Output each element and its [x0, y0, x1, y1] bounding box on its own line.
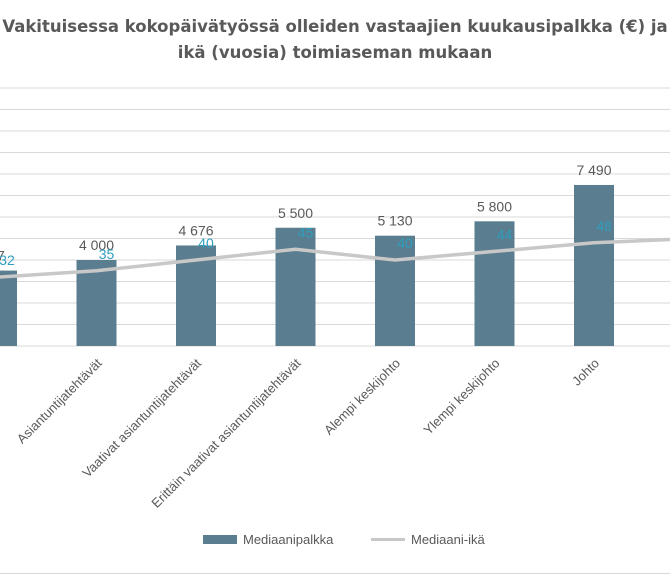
bar-value-label: 7 490 — [576, 162, 611, 178]
bar — [474, 221, 515, 346]
bar-value-label: 5 800 — [477, 198, 512, 214]
age-value-label: 40 — [198, 235, 214, 251]
bar-value-label: 07 — [0, 248, 5, 264]
bar — [375, 235, 415, 346]
legend-item-bar: Mediaanipalkka — [203, 532, 333, 547]
category-label: Asiantuntijatehtävät — [14, 355, 105, 446]
age-value-label: 32 — [0, 252, 15, 268]
bar-value-label: 5 500 — [278, 205, 313, 221]
age-value-label: 45 — [298, 224, 314, 240]
bar — [574, 184, 614, 346]
bottom-rule — [0, 573, 670, 574]
legend-swatch-bar — [203, 535, 237, 544]
category-label: Alempi keskijohto — [321, 356, 403, 438]
chart-title-line-2: ikä (vuosia) toimiaseman mukaan — [177, 43, 493, 62]
age-value-label: 48 — [596, 218, 612, 234]
bar — [76, 260, 117, 346]
bar-value-label: 4 000 — [79, 237, 114, 253]
category-label: Ylempi keskijohto — [420, 356, 502, 438]
category-label: Johto — [569, 356, 602, 389]
legend-label-line: Mediaani-ikä — [411, 532, 485, 547]
legend-swatch-line — [371, 538, 405, 541]
age-value-label: 35 — [99, 246, 115, 262]
bar-value-label: 4 676 — [178, 222, 213, 238]
legend-item-line: Mediaani-ikä — [371, 532, 485, 547]
chart-title-line-1: Vakituisessa kokopäivätyössä olleiden va… — [2, 17, 668, 36]
legend: Mediaanipalkka Mediaani-ikä — [0, 532, 670, 552]
bar-value-label: 5 130 — [377, 213, 412, 229]
age-line — [0, 237, 670, 279]
chart-plot: 07 4 000 4 676 5 500 5 130 5 800 7 490 32 35 40 45… — [0, 87, 670, 511]
age-value-label: 44 — [497, 226, 513, 242]
bar — [275, 227, 316, 346]
age-value-label: 40 — [397, 235, 413, 251]
legend-label-bar: Mediaanipalkka — [243, 532, 334, 547]
chart-title: Vakituisessa kokopäivätyössä olleiden va… — [0, 14, 670, 66]
bar — [0, 270, 17, 346]
